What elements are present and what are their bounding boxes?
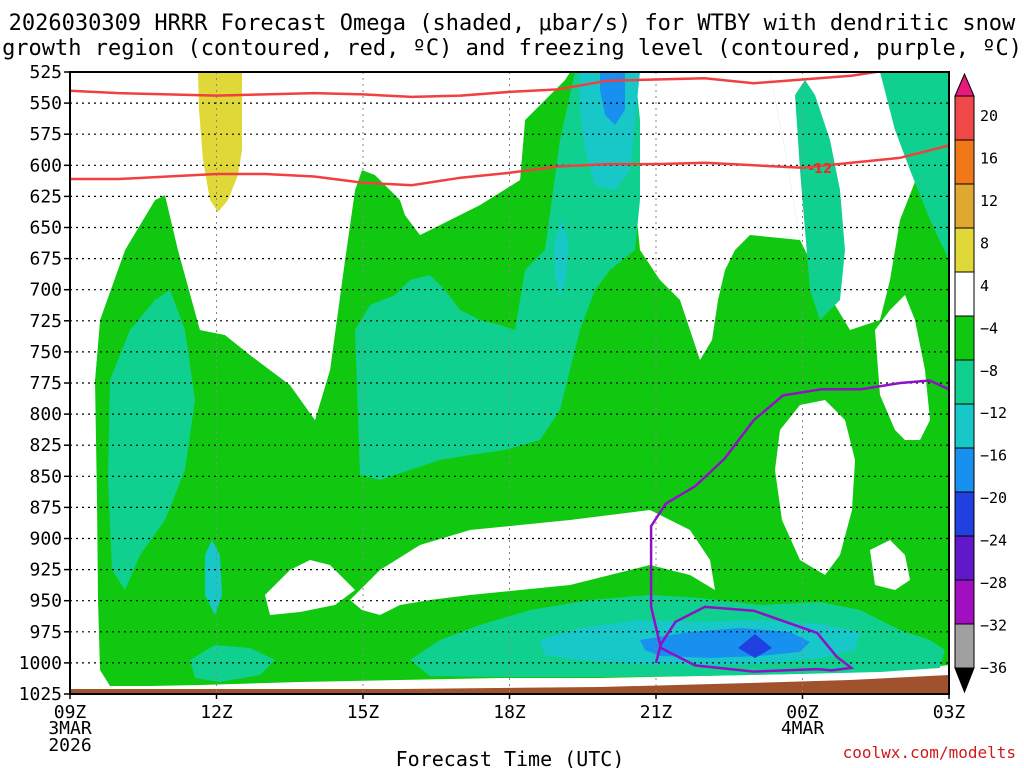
colorbar-segment	[954, 271, 975, 317]
y-axis: 525 550 575 600 625 650 675 700 725 750 775 800 825 8…	[19, 62, 70, 705]
colorbar-tick-label: −20	[980, 489, 1007, 507]
descent-gap-right-top	[630, 72, 800, 360]
x-tick-label: 03Z	[933, 702, 966, 723]
peak-ascent-region	[738, 634, 772, 658]
y-tick-label: 600	[29, 155, 62, 176]
colorbar-tick-label: −28	[980, 574, 1007, 592]
colorbar-segment	[954, 183, 975, 229]
x-tick-label: 15Z	[347, 702, 380, 723]
moderate-ascent-region-far-right	[880, 72, 949, 260]
core-ascent-region	[600, 72, 625, 125]
colorbar-segment	[954, 579, 975, 625]
y-tick-label: 725	[29, 311, 62, 332]
y-tick-label: 850	[29, 466, 62, 487]
ground-terrain	[70, 675, 949, 694]
y-tick-label: 950	[29, 591, 62, 612]
y-tick-label: 625	[29, 186, 62, 207]
strong-ascent-region-small	[555, 220, 568, 295]
colorbar-tick-label: −8	[980, 362, 998, 380]
strong-ascent-region-left	[205, 540, 222, 615]
y-tick-label: 775	[29, 373, 62, 394]
colorbar-tick-label: 8	[980, 234, 989, 252]
colorbar: 20 16 12 8 4 −4 −8 −12 −16 −20 −24 −28 −32 −36	[954, 72, 1007, 694]
colorbar-tick-label: −24	[980, 532, 1007, 550]
colorbar-segment	[954, 403, 975, 449]
contours: -12	[70, 72, 949, 673]
colorbar-tick-label: −16	[980, 447, 1007, 465]
x-tick-label: 12Z	[200, 702, 233, 723]
descent-region	[198, 72, 242, 212]
omega-shading	[70, 72, 949, 694]
x-date-label: 4MAR	[781, 718, 825, 739]
chart-title-line1: 2026030309 HRRR Forecast Omega (shaded, …	[9, 11, 1016, 36]
colorbar-tick-label: 12	[980, 192, 998, 210]
y-tick-label: 825	[29, 435, 62, 456]
colorbar-tick-label: −4	[980, 319, 998, 337]
colorbar-arrow-top	[954, 72, 975, 97]
colorbar-tick-label: −36	[980, 659, 1007, 677]
chart-title-line2: growth region (contoured, red, ºC) and f…	[2, 36, 1022, 61]
freezing-level-contour	[649, 379, 949, 673]
y-tick-label: 925	[29, 560, 62, 581]
dgz-lower-contour	[70, 144, 949, 187]
descent-gap-low-right	[870, 540, 910, 590]
colorbar-tick-label: −32	[980, 617, 1007, 635]
grid	[70, 72, 949, 694]
x-tick-label: 21Z	[640, 702, 673, 723]
y-tick-label: 975	[29, 622, 62, 643]
colorbar-tick-label: 16	[980, 149, 998, 167]
colorbar-segment	[954, 95, 975, 141]
colorbar-segment	[954, 227, 975, 273]
x-tick-label: 00Z	[786, 702, 819, 723]
descent-gap-right-upper	[875, 295, 930, 440]
colorbar-segment	[954, 491, 975, 537]
y-tick-label: 550	[29, 93, 62, 114]
contour-label: -12	[809, 162, 833, 177]
colorbar-tick-label: 20	[980, 107, 998, 125]
colorbar-segment	[954, 315, 975, 361]
x-tick-label: 18Z	[493, 702, 526, 723]
colorbar-tick-label: 4	[980, 277, 989, 295]
colorbar-segment	[954, 139, 975, 185]
x-date-label: 3MAR	[48, 718, 92, 739]
moderate-ascent-region-left	[108, 290, 195, 590]
descent-gap-low-level-band	[350, 510, 715, 615]
descent-gap-mid-right	[775, 400, 855, 575]
dgz-upper-contour	[70, 72, 949, 99]
y-tick-label: 750	[29, 342, 62, 363]
credit-text: coolwx.com/modelts	[843, 743, 1016, 762]
x-tick-label: 09Z	[54, 702, 87, 723]
y-tick-label: 1000	[19, 653, 62, 674]
colorbar-segment	[954, 359, 975, 405]
y-tick-label: 675	[29, 249, 62, 270]
moderate-ascent-region-right	[795, 80, 845, 320]
y-tick-label: 525	[29, 62, 62, 83]
y-tick-label: 800	[29, 404, 62, 425]
colorbar-segment	[954, 447, 975, 493]
colorbar-arrow-bottom	[954, 667, 975, 694]
colorbar-segment	[954, 535, 975, 581]
colorbar-segment	[954, 623, 975, 669]
y-tick-label: 875	[29, 497, 62, 518]
y-tick-label: 1025	[19, 684, 62, 705]
colorbar-tick-label: −12	[980, 404, 1007, 422]
y-tick-label: 900	[29, 529, 62, 550]
descent-gap-upper-left	[70, 72, 570, 420]
y-tick-label: 650	[29, 218, 62, 239]
y-tick-label: 700	[29, 280, 62, 301]
moderate-ascent-region-center	[355, 72, 640, 480]
x-axis-label: Forecast Time (UTC)	[396, 747, 625, 768]
y-tick-label: 575	[29, 124, 62, 145]
x-year-label: 2026	[48, 735, 91, 756]
